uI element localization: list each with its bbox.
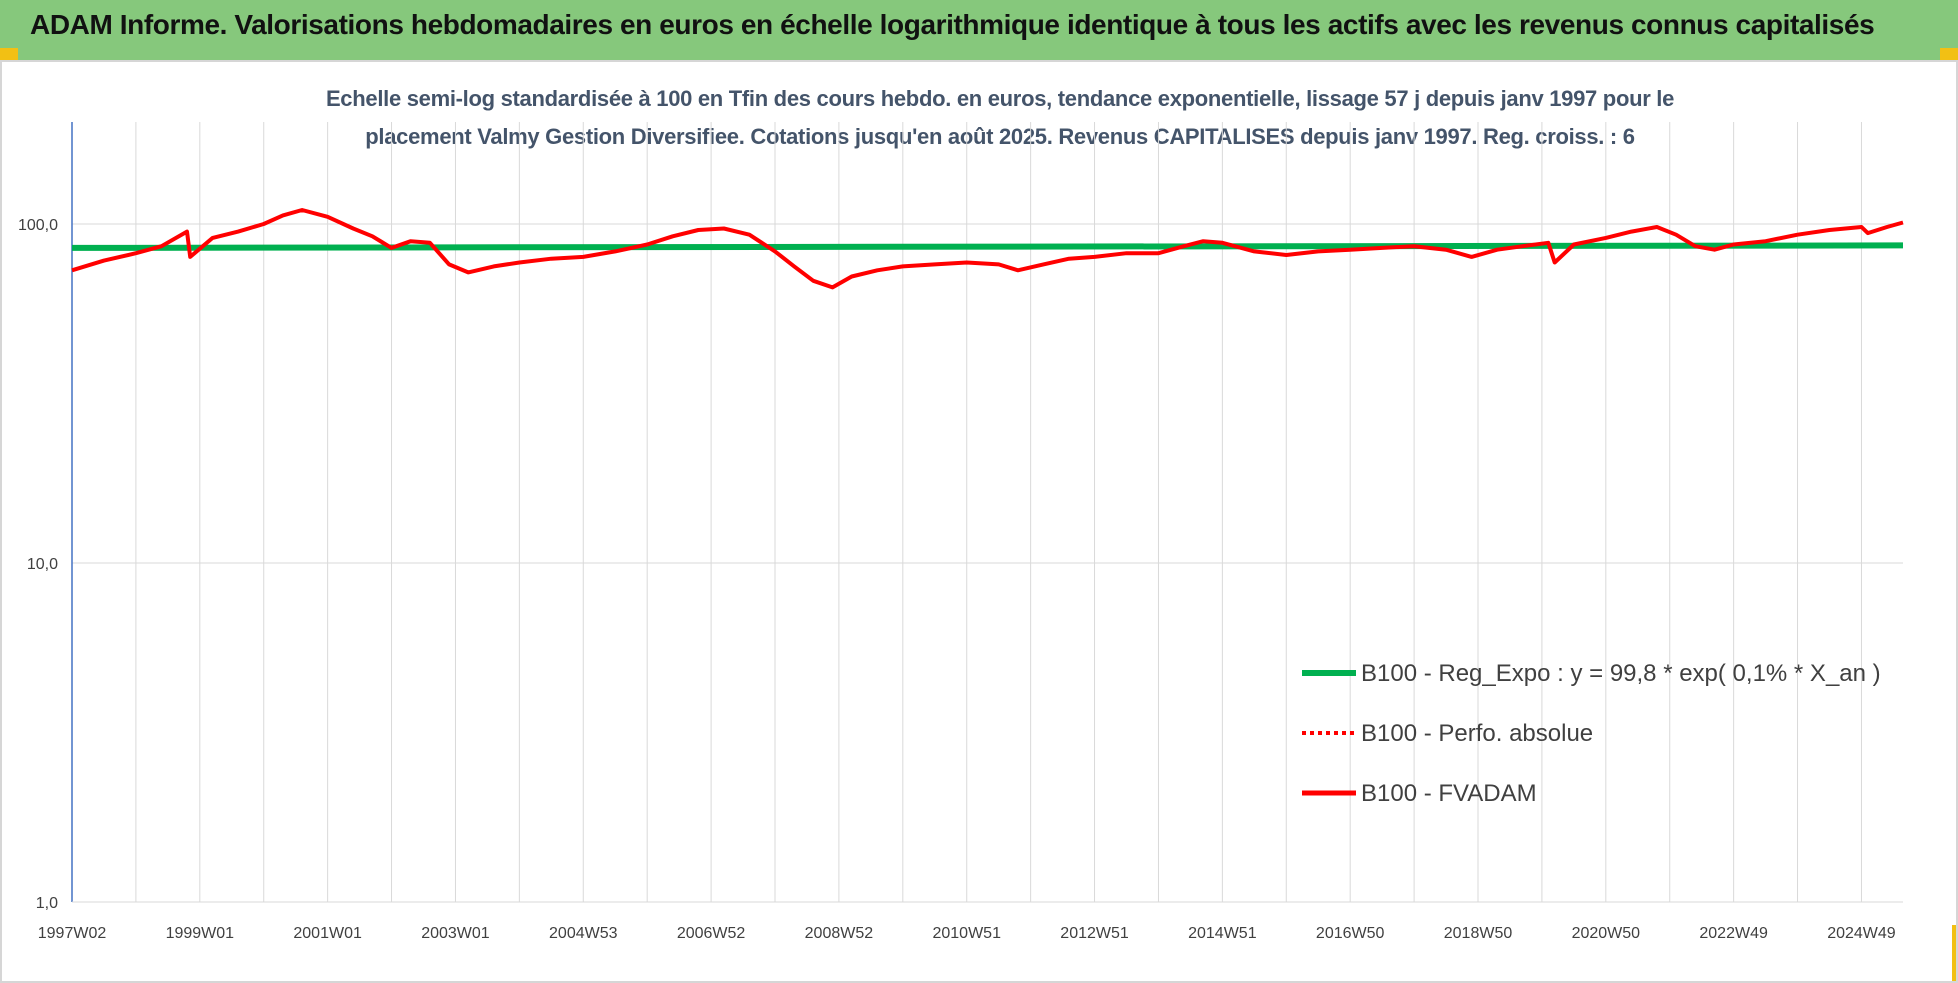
banner-title: ADAM Informe. Valorisations hebdomadaire… xyxy=(30,9,1875,40)
legend-label: B100 - Reg_Expo : y = 99,8 * exp( 0,1% *… xyxy=(1361,660,1881,687)
x-tick-label: 2012W51 xyxy=(1060,925,1129,942)
x-tick-label: 2018W50 xyxy=(1444,925,1513,942)
corner-marker-bottom-right xyxy=(1952,925,1958,983)
x-tick-label: 2008W52 xyxy=(805,925,874,942)
y-tick-label: 100,0 xyxy=(18,217,58,234)
grid-layer xyxy=(71,122,1903,903)
chart-frame xyxy=(0,60,1958,983)
x-tick-label: 2024W49 xyxy=(1827,925,1896,942)
x-tick-label: 2022W49 xyxy=(1699,925,1768,942)
x-tick-label: 2004W53 xyxy=(549,925,618,942)
x-tick-label: 2016W50 xyxy=(1316,925,1385,942)
corner-marker-top-left xyxy=(0,48,18,62)
title-banner: ADAM Informe. Valorisations hebdomadaire… xyxy=(0,0,1958,60)
chart-subtitle-line-2: placement Valmy Gestion Diversifiee. Cot… xyxy=(365,124,1635,149)
x-tick-label: 1997W02 xyxy=(38,925,107,942)
x-tick-label: 1999W01 xyxy=(166,925,235,942)
y-tick-label: 1,0 xyxy=(36,895,58,912)
series-line-fvadam xyxy=(71,208,1904,290)
x-tick-label: 2010W51 xyxy=(932,925,1001,942)
y-tick-label: 10,0 xyxy=(27,556,58,573)
legend-label: B100 - Perfo. absolue xyxy=(1361,720,1593,747)
x-tick-label: 2001W01 xyxy=(293,925,362,942)
x-tick-label: 2003W01 xyxy=(421,925,490,942)
chart-subtitle-line-1: Echelle semi-log standardisée à 100 en T… xyxy=(325,86,1675,111)
x-tick-label: 2014W51 xyxy=(1188,925,1257,942)
axis-layer: 1,0 10,0 100,0 1997W02 1999W01 2001W01 2003W01… xyxy=(18,122,1903,942)
legend-label: B100 - FVADAM xyxy=(1361,780,1537,807)
x-tick-label: 2006W52 xyxy=(677,925,746,942)
legend-layer: B100 - Reg_Expo : y = 99,8 * exp( 0,1% *… xyxy=(1302,660,1881,807)
series-layer xyxy=(71,208,1904,290)
corner-marker-top-right xyxy=(1940,48,1958,62)
x-tick-label: 2020W50 xyxy=(1572,925,1641,942)
series-line-reg-expo xyxy=(71,242,1904,251)
